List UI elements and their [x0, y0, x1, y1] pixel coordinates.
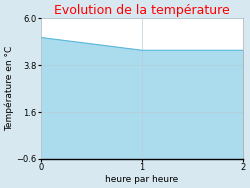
Y-axis label: Température en °C: Température en °C [4, 46, 14, 131]
Title: Evolution de la température: Evolution de la température [54, 4, 230, 17]
X-axis label: heure par heure: heure par heure [106, 175, 179, 184]
